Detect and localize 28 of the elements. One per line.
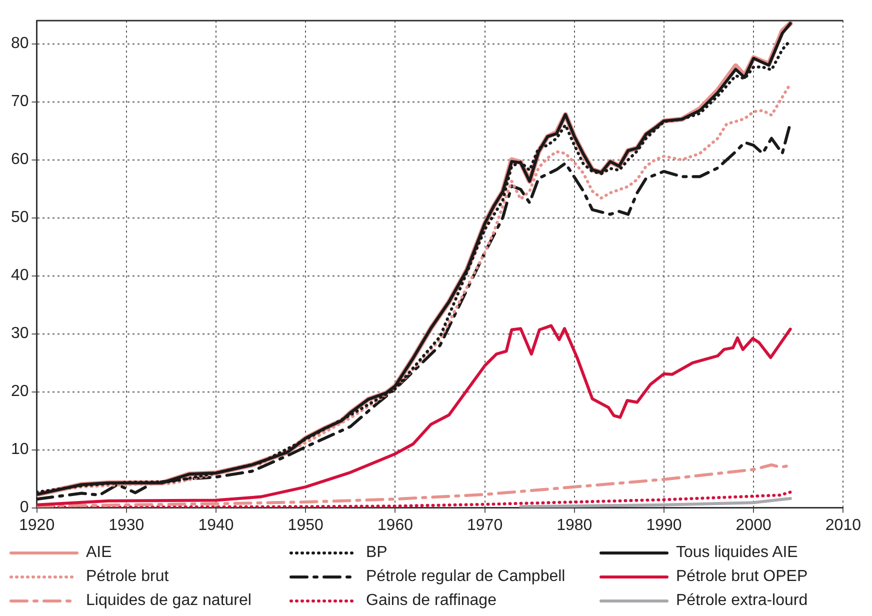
- y-tick-label: 0: [20, 499, 29, 516]
- legend-label: AIE: [86, 544, 112, 562]
- x-tick-label: 1950: [288, 516, 324, 534]
- x-tick-label: 1940: [198, 516, 234, 534]
- x-tick-label: 1970: [467, 516, 503, 534]
- y-tick-label: 60: [11, 151, 29, 168]
- legend-label: Gains de raffinage: [366, 592, 496, 610]
- x-tick-label: 1990: [646, 516, 682, 534]
- y-tick-label: 80: [11, 35, 29, 52]
- x-tick-label: 1920: [19, 516, 55, 534]
- x-tick-label: 1980: [556, 516, 592, 534]
- y-tick-label: 10: [11, 441, 29, 458]
- y-tick-label: 50: [11, 209, 29, 226]
- legend-label: Pétrole regular de Campbell: [366, 568, 566, 586]
- x-tick-label: 2000: [736, 516, 772, 534]
- legend-label: Pétrole brut OPEP: [676, 568, 808, 586]
- y-tick-label: 40: [11, 267, 29, 284]
- x-tick-label: 1960: [377, 516, 414, 534]
- x-tick-label: 1930: [108, 516, 144, 534]
- legend-label: Pétrole brut: [86, 568, 169, 586]
- legend-label: BP: [366, 544, 388, 562]
- legend-label: Liquides de gaz naturel: [86, 592, 252, 610]
- legend-label: Tous liquides AIE: [676, 544, 798, 562]
- y-tick-label: 70: [11, 93, 29, 110]
- legend-label: Pétrole extra-lourd: [676, 592, 808, 610]
- y-tick-label: 30: [11, 325, 29, 342]
- x-tick-label: 2010: [825, 516, 862, 534]
- y-tick-label: 20: [11, 383, 29, 400]
